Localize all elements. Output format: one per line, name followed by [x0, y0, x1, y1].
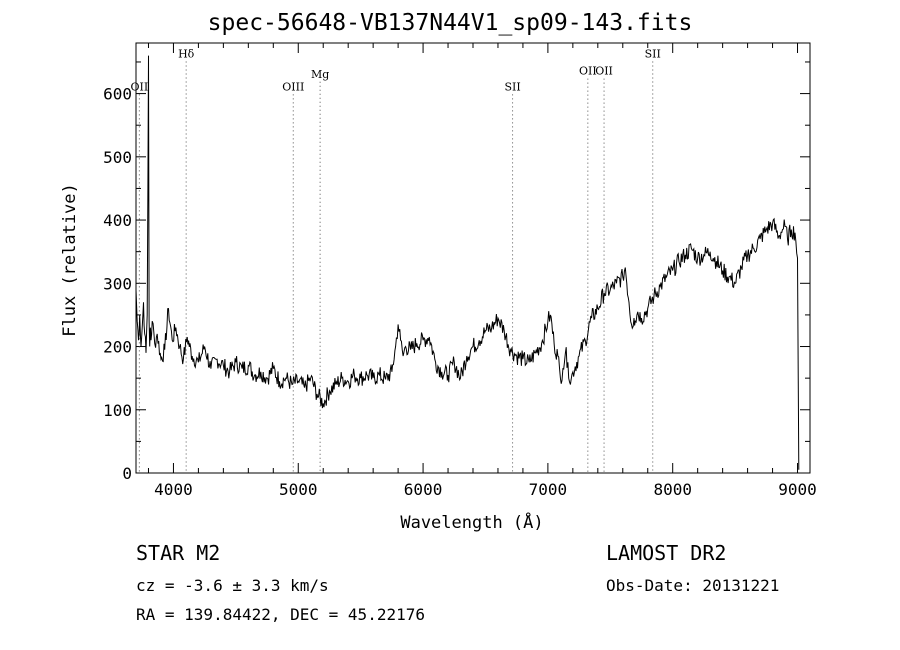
spectral-line-label: OII [579, 65, 597, 78]
axis-ticks [136, 43, 810, 474]
spectral-line-label: OIII [282, 80, 304, 93]
x-tick-label: 6000 [404, 480, 443, 499]
spectrum-line [135, 55, 800, 470]
y-axis-label: Flux (relative) [60, 183, 80, 337]
chart-title: spec-56648-VB137N44V1_sp09-143.fits [207, 10, 693, 36]
y-tick-label: 300 [103, 274, 132, 293]
x-tick-label: 5000 [279, 480, 318, 499]
spectral-line-label: Hδ [178, 48, 195, 61]
spectral-line-label: OII [131, 80, 149, 93]
x-axis-label: Wavelength (Å) [400, 511, 543, 533]
observation-date: Obs-Date: 20131221 [606, 576, 780, 595]
y-tick-label: 500 [103, 148, 132, 167]
y-tick-label: 600 [103, 85, 132, 104]
redshift-value: cz = -3.6 ± 3.3 km/s [136, 576, 329, 595]
spectral-line-label: SII [645, 48, 661, 61]
x-tick-label: 8000 [653, 480, 692, 499]
axis-tick-labels: 4000 5000 6000 7000 8000 9000 0 100 200 300 400 500… [103, 85, 817, 499]
x-tick-label: 4000 [154, 480, 193, 499]
y-tick-label: 400 [103, 211, 132, 230]
y-tick-label: 200 [103, 338, 132, 357]
plot-frame [135, 42, 811, 474]
spectral-line-label: OII [595, 65, 613, 78]
spectral-line-label: SII [504, 80, 520, 93]
y-tick-label: 0 [122, 464, 132, 483]
x-tick-label: 7000 [529, 480, 568, 499]
ra-dec-coordinates: RA = 139.84422, DEC = 45.22176 [136, 605, 425, 624]
x-tick-label: 9000 [778, 480, 817, 499]
spectral-class: STAR M2 [136, 541, 221, 565]
survey-name: LAMOST DR2 [606, 541, 727, 565]
y-tick-label: 100 [103, 401, 132, 420]
spectral-line-label: Mg [311, 68, 329, 81]
